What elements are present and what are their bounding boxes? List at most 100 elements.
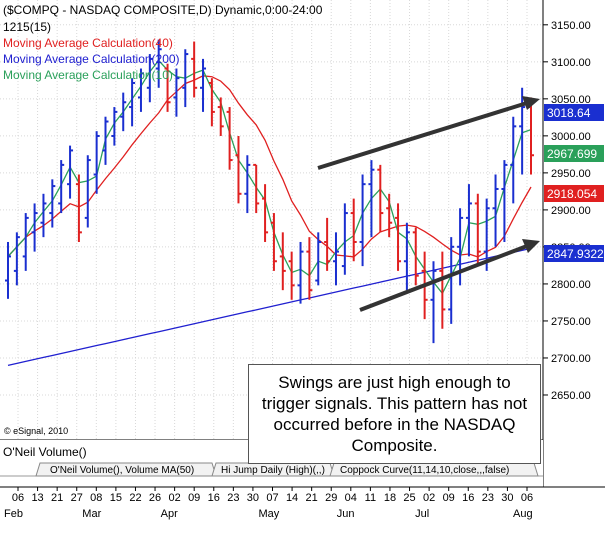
price-bar-2	[22, 213, 29, 271]
x-day-label-16: 29	[325, 492, 337, 504]
ma-40-line	[7, 75, 532, 258]
y-tick-label-9: 2700.00	[551, 353, 591, 365]
price-bar-15	[137, 68, 144, 112]
x-day-label-8: 02	[168, 492, 180, 504]
x-day-label-2: 21	[51, 492, 63, 504]
y-tick-label-0: 3150.00	[551, 20, 591, 32]
price-bar-50	[448, 237, 455, 324]
x-day-label-15: 21	[306, 492, 318, 504]
price-bar-49	[439, 251, 446, 329]
price-bar-23	[208, 78, 215, 127]
x-day-label-7: 26	[149, 492, 161, 504]
price-bar-6	[58, 160, 65, 214]
price-bar-58	[519, 87, 526, 175]
svg-text:2918.054: 2918.054	[547, 187, 597, 201]
channel-trendlines	[317, 96, 540, 312]
x-day-label-23: 16	[462, 492, 474, 504]
x-month-label-3: May	[259, 508, 280, 520]
price-bar-43	[386, 193, 393, 238]
price-bar-28	[253, 163, 260, 214]
price-tag-1: 2967.699	[544, 145, 604, 162]
price-bar-16	[146, 54, 153, 103]
symbol-title: ($COMPQ - NASDAQ COMPOSITE,D) Dynamic,0:…	[3, 3, 323, 17]
y-tick-label-3: 3000.00	[551, 131, 591, 143]
date-axis: 06 13 21 27 08 15 22 26 02 09 16 23 30 07 14 21 29 04 11 18…	[4, 487, 533, 520]
price-bar-32	[288, 251, 295, 300]
x-day-label-1: 13	[31, 492, 43, 504]
price-bar-45	[403, 222, 410, 291]
ma-200-line	[7, 247, 532, 367]
price-bar-7	[67, 145, 74, 199]
x-day-label-24: 23	[482, 492, 494, 504]
price-bar-20	[182, 49, 189, 108]
tab-hi-jump[interactable]: Hi Jump Daily (High)(,,)	[211, 462, 335, 477]
svg-text:2967.699: 2967.699	[547, 147, 597, 161]
y-tick-label-7: 2800.00	[551, 279, 591, 291]
svg-text:3018.64: 3018.64	[547, 106, 591, 120]
price-bar-0	[5, 241, 11, 299]
upper-trendline	[317, 101, 528, 170]
interval-label: 1215(15)	[3, 20, 51, 34]
price-bar-57	[510, 116, 517, 204]
price-tags: 3018.64 2967.699 2918.054 2847.9322	[544, 104, 604, 262]
x-day-label-17: 04	[345, 492, 357, 504]
lower-arrowhead	[522, 239, 540, 253]
x-month-label-2: Apr	[161, 508, 178, 520]
volume-panel-title: O'Neil Volume()	[3, 445, 87, 459]
x-day-label-21: 02	[423, 492, 435, 504]
price-bar-41	[368, 160, 375, 238]
price-bar-12	[111, 107, 118, 146]
x-day-label-6: 22	[129, 492, 141, 504]
price-bar-36	[324, 217, 331, 271]
x-month-label-4: Jun	[337, 508, 355, 520]
y-tick-label-10: 2650.00	[551, 390, 591, 402]
y-tick-label-5: 2900.00	[551, 205, 591, 217]
ma-40-path	[7, 75, 532, 258]
price-bar-30	[270, 213, 277, 271]
price-bar-4	[40, 193, 47, 238]
price-bar-33	[297, 241, 304, 304]
price-bar-54	[483, 198, 490, 271]
price-bar-22	[200, 58, 207, 112]
price-bar-40	[359, 174, 366, 267]
price-bar-17	[155, 39, 162, 88]
price-tag-3: 2847.9322	[544, 245, 604, 262]
y-tick-label-4: 2950.00	[551, 168, 591, 180]
tab-coppock-curve[interactable]: Coppock Curve(11,14,10,close,,,false)	[329, 462, 539, 477]
price-bar-24	[217, 97, 224, 136]
price-bar-56	[501, 160, 508, 242]
x-day-label-18: 11	[365, 492, 376, 504]
x-day-label-10: 16	[208, 492, 220, 504]
x-month-label-0: Feb	[4, 508, 23, 520]
legend-ma-10: Moving Average Calculation(10)	[3, 68, 173, 82]
price-bar-34	[306, 237, 313, 300]
price-bar-31	[279, 232, 286, 291]
price-bar-8	[75, 174, 82, 242]
x-day-label-3: 27	[71, 492, 83, 504]
ma-10-line	[7, 59, 532, 295]
x-day-label-0: 06	[12, 492, 24, 504]
price-bar-52	[465, 184, 472, 257]
svg-text:O'Neil Volume(), Volume MA(50): O'Neil Volume(), Volume MA(50)	[50, 465, 194, 476]
price-bar-44	[395, 203, 402, 271]
x-day-label-11: 23	[227, 492, 239, 504]
x-month-label-5: Jul	[415, 508, 429, 520]
price-bar-18	[164, 63, 171, 112]
price-bar-38	[341, 203, 348, 275]
svg-text:Coppock Curve(11,14,10,close,,: Coppock Curve(11,14,10,close,,,false)	[340, 465, 509, 476]
x-day-label-13: 07	[266, 492, 278, 504]
price-bar-48	[430, 261, 437, 344]
tab-oneil-volume[interactable]: O'Neil Volume(), Volume MA(50)	[35, 462, 217, 477]
price-bar-27	[244, 155, 251, 214]
svg-text:Hi Jump Daily (High)(,,): Hi Jump Daily (High)(,,)	[221, 465, 325, 476]
y-tick-label-2: 3050.00	[551, 94, 591, 106]
svg-text:2847.9322: 2847.9322	[547, 247, 604, 261]
price-bar-5	[49, 179, 56, 228]
axis-panel-bg	[543, 0, 605, 529]
price-bar-53	[474, 193, 481, 267]
x-day-label-12: 30	[247, 492, 259, 504]
price-bar-9	[84, 155, 91, 228]
price-bar-42	[377, 164, 384, 233]
price-bar-11	[102, 116, 109, 165]
